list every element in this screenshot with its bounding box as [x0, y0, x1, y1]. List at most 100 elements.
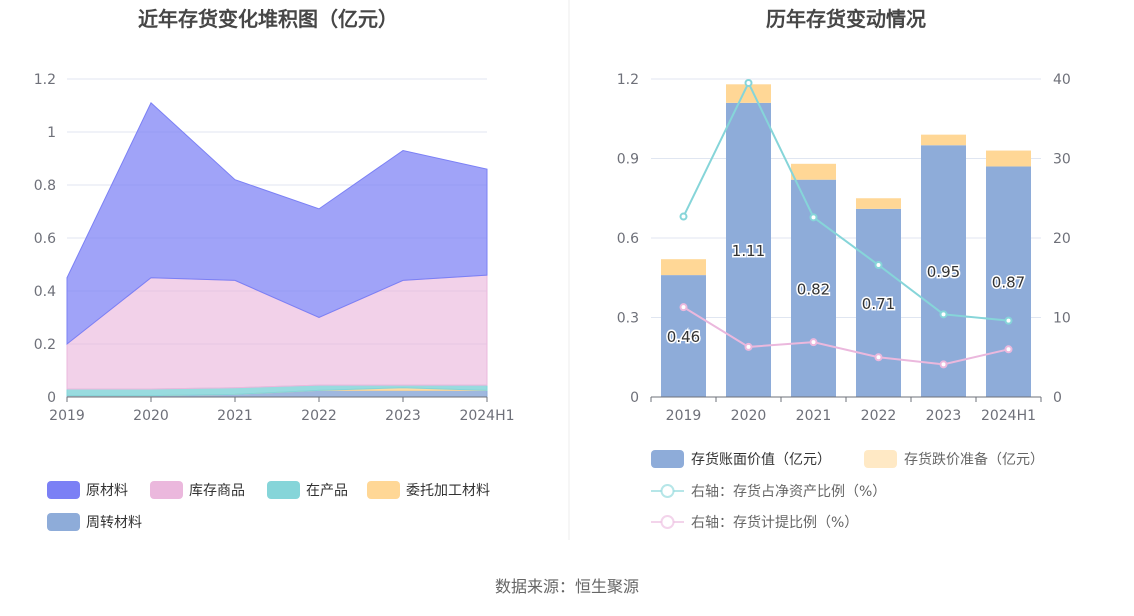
right-y2-tick-label: 30: [1053, 152, 1071, 168]
left-legend-item[interactable]: 库存商品: [150, 481, 245, 499]
left-legend-label: 周转材料: [86, 515, 142, 531]
left-x-tick-label: 2019: [49, 408, 85, 424]
left-y-tick-label: 1: [47, 125, 56, 141]
right-legend-label: 存货账面价值（亿元）: [691, 451, 831, 468]
right-legend-marker: [660, 484, 675, 498]
right-legend-item[interactable]: 存货跌价准备（亿元）: [864, 450, 1044, 468]
bar-data-label: 0.71: [862, 295, 895, 313]
right-y-tick-label: 0.6: [617, 231, 639, 247]
stacked-area-chart: 近年存货变化堆积图（亿元） 0 0.2 0.4 0.6 0.8 1 1.2 2019 2020 2…: [34, 7, 515, 531]
left-x-tick-label: 2020: [133, 408, 169, 424]
right-x-tick-label: 2022: [861, 408, 897, 424]
left-legend-label: 委托加工材料: [406, 483, 490, 499]
left-y-tick-label: 0.2: [34, 337, 56, 353]
left-x-tick-label: 2024H1: [459, 408, 514, 424]
right-y2-tick-label: 40: [1053, 72, 1071, 88]
line-point: [1004, 316, 1013, 325]
left-x-tick-label: 2022: [301, 408, 337, 424]
line-point: [744, 342, 753, 351]
left-legend-item[interactable]: 在产品: [267, 481, 348, 499]
right-x-tick-label: 2020: [731, 408, 767, 424]
line-point: [1004, 345, 1013, 354]
right-y-tick-label: 0.9: [617, 152, 639, 168]
right-line-series: [679, 78, 1013, 369]
bar-impairment-provision: [986, 150, 1031, 167]
right-legend-label: 存货跌价准备（亿元）: [904, 451, 1044, 468]
line-series-1: [682, 306, 1009, 366]
right-legend-item[interactable]: 存货账面价值（亿元）: [651, 450, 831, 468]
left-chart-title: 近年存货变化堆积图（亿元）: [138, 7, 398, 31]
right-legend-marker: [660, 515, 675, 529]
left-legend-item[interactable]: 周转材料: [47, 513, 142, 531]
right-gridlines: [651, 78, 1041, 318]
bar-impairment-provision: [726, 84, 771, 103]
right-axes: 0 0.3 0.6 0.9 1.2 0 10 20 30 40 2019 2020 2021 2022 20…: [617, 72, 1071, 424]
right-legend-swatch: [651, 450, 684, 468]
bar-data-label: 1.11: [732, 242, 765, 260]
line-point: [809, 213, 818, 222]
left-y-tick-label: 0.8: [34, 178, 56, 194]
line-point: [874, 261, 883, 270]
line-point: [874, 353, 883, 362]
left-legend-label: 在产品: [306, 483, 348, 499]
bar-impairment-provision: [856, 198, 901, 209]
left-legend-swatch: [367, 481, 400, 499]
bar-inventory-value: [856, 208, 901, 397]
right-y-tick-label: 0: [630, 390, 639, 406]
line-point: [679, 212, 688, 221]
right-y2-tick-label: 10: [1053, 311, 1071, 327]
left-legend-swatch: [47, 481, 80, 499]
bar-impairment-provision: [661, 259, 706, 276]
left-legend-label: 原材料: [86, 483, 128, 499]
left-y-tick-label: 0: [47, 390, 56, 406]
left-y-tick-label: 1.2: [34, 72, 56, 88]
line-point: [744, 78, 753, 87]
right-legend-swatch: [864, 450, 897, 468]
line-point: [679, 303, 688, 312]
right-legend-label: 右轴：存货计提比例（%）: [691, 514, 858, 531]
bar-data-label: 0.46: [667, 328, 700, 346]
bar-data-label: 0.82: [797, 280, 830, 298]
bar-inventory-value: [921, 145, 966, 397]
left-legend-swatch: [47, 513, 80, 531]
data-source-note: 数据来源：恒生聚源: [495, 577, 639, 596]
right-x-tick-label: 2024H1: [981, 408, 1036, 424]
area-4: [66, 102, 488, 346]
left-legend-item[interactable]: 委托加工材料: [367, 481, 490, 499]
right-chart-title: 历年存货变动情况: [766, 7, 926, 31]
bar-impairment-provision: [921, 134, 966, 146]
left-legend-label: 库存商品: [189, 483, 245, 499]
right-legend-item[interactable]: 右轴：存货占净资产比例（%）: [651, 483, 886, 500]
right-x-tick-label: 2019: [666, 408, 702, 424]
bar-inventory-value: [986, 166, 1031, 397]
left-legend-swatch: [150, 481, 183, 499]
right-legend-item[interactable]: 右轴：存货计提比例（%）: [651, 514, 858, 531]
right-x-tick-label: 2021: [796, 408, 832, 424]
bar-inventory-value: [661, 275, 706, 397]
line-point: [939, 360, 948, 369]
left-legend-item[interactable]: 原材料: [47, 481, 128, 499]
left-y-tick-label: 0.4: [34, 284, 56, 300]
left-y-tick-label: 0.6: [34, 231, 56, 247]
left-area-series: [66, 102, 488, 398]
bar-data-label: 0.95: [927, 263, 960, 281]
left-x-tick-label: 2021: [217, 408, 253, 424]
bar-data-label: 0.87: [992, 274, 1025, 292]
right-legend-label: 右轴：存货占净资产比例（%）: [691, 483, 886, 500]
left-legend-swatch: [267, 481, 300, 499]
bar-impairment-provision: [791, 163, 836, 180]
line-point: [939, 310, 948, 319]
line-point: [809, 338, 818, 347]
right-y-tick-label: 0.3: [617, 311, 639, 327]
right-legend: 存货账面价值（亿元） 存货跌价准备（亿元） 右轴：存货占净资产比例（%） 右轴：存货计…: [651, 450, 1044, 531]
right-y2-tick-label: 20: [1053, 231, 1071, 247]
left-x-tick-label: 2023: [385, 408, 421, 424]
bar-line-chart: 历年存货变动情况 0.46 1.11 0.82 0.71 0.95 0.87 0 0.3 0.…: [617, 7, 1071, 531]
line-series-0: [682, 80, 1009, 322]
left-axes: 0 0.2 0.4 0.6 0.8 1 1.2 2019 2020 2021 2022 2023 202…: [34, 72, 515, 424]
right-y-tick-label: 1.2: [617, 72, 639, 88]
right-x-tick-label: 2023: [926, 408, 962, 424]
right-y2-tick-label: 0: [1053, 390, 1062, 406]
